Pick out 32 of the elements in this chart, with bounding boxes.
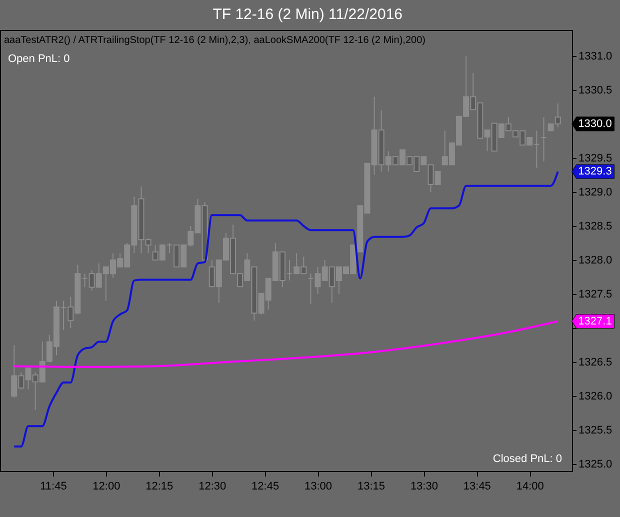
- y-tick-label: 1330.5: [578, 84, 612, 96]
- x-tick-label: 12:30: [198, 480, 226, 492]
- y-tick-label: 1329.0: [578, 186, 612, 198]
- annotation: Closed PnL: 0: [492, 453, 562, 465]
- data-label: 1327.1: [578, 315, 612, 328]
- line-series: [13, 170, 559, 448]
- y-tick-label: 1331.0: [578, 50, 612, 62]
- x-tick-label: 13:45: [463, 480, 491, 492]
- y-tick-label: 1326.5: [578, 356, 612, 369]
- data-label: 1329.3: [578, 166, 612, 178]
- y-tick-label: 1328.0: [578, 254, 612, 267]
- x-tick-label: 13:15: [357, 480, 386, 492]
- x-tick-label: 12:45: [252, 480, 280, 492]
- x-tick-label: 13:00: [304, 480, 332, 492]
- text: 1330.0: [578, 118, 612, 130]
- candlestick: [540, 116, 547, 162]
- x-tick-label: 12:15: [146, 480, 174, 492]
- x-tick-label: 13:30: [410, 480, 438, 492]
- candlestick: [308, 273, 314, 305]
- x-tick-label: 12:00: [92, 480, 120, 492]
- y-tick-label: 1328.5: [578, 220, 612, 232]
- x-tick-label: 11:45: [40, 480, 67, 492]
- chart-title: TF 12-16 (2 Min) 11/22/2016: [212, 6, 403, 23]
- y-tick-label: 1329.5: [578, 152, 612, 164]
- annotation: aaaTestATR2() / ATRTrailingStop(TF 12-16 (2 Min),2,3), aaLookSMA200(TF 12-16 (2 Min),200): [4, 35, 426, 46]
- y-tick-label: 1325.0: [578, 458, 612, 471]
- line-series: [13, 320, 559, 368]
- y-tick-label: 1325.5: [578, 424, 612, 437]
- annotation: Open PnL: 0: [8, 53, 70, 65]
- y-tick-label: 1326.0: [578, 390, 612, 403]
- x-tick-label: 14:00: [516, 480, 544, 492]
- y-tick-label: 1327.5: [578, 288, 612, 301]
